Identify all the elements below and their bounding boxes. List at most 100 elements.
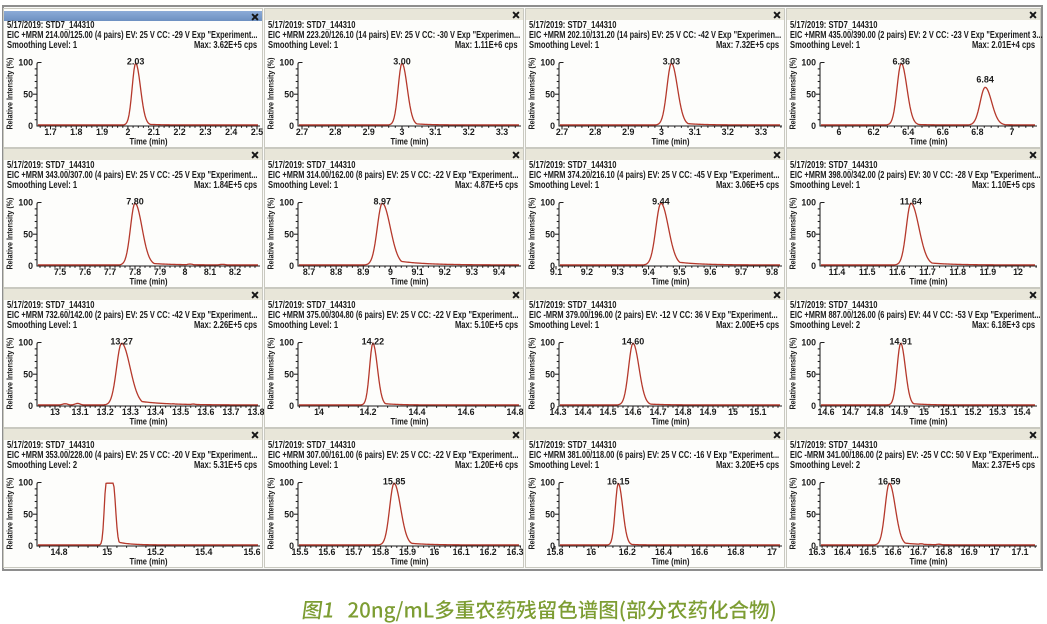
svg-text:6.36: 6.36	[893, 56, 911, 66]
svg-text:6.84: 6.84	[976, 74, 994, 84]
svg-text:7.7: 7.7	[104, 267, 116, 277]
svg-text:Relative Intensity (%): Relative Intensity (%)	[266, 197, 276, 269]
svg-text:6.2: 6.2	[867, 127, 879, 137]
svg-text:Time (min): Time (min)	[652, 136, 690, 146]
svg-text:14.91: 14.91	[889, 336, 912, 346]
svg-text:100: 100	[540, 338, 555, 348]
svg-text:14.4: 14.4	[408, 407, 425, 417]
svg-text:Time (min): Time (min)	[910, 276, 948, 286]
svg-text:3.3: 3.3	[755, 127, 767, 137]
svg-text:9.5: 9.5	[673, 267, 685, 277]
svg-text:12: 12	[1013, 267, 1023, 277]
svg-text:8.2: 8.2	[229, 267, 241, 277]
svg-text:16.7: 16.7	[910, 547, 927, 557]
svg-text:9.4: 9.4	[493, 267, 505, 277]
svg-text:8: 8	[183, 267, 188, 277]
svg-text:15.1: 15.1	[749, 407, 766, 417]
svg-text:11.7: 11.7	[919, 267, 936, 277]
svg-text:14.8: 14.8	[506, 407, 523, 417]
svg-text:15.85: 15.85	[383, 476, 406, 486]
svg-text:Relative Intensity (%): Relative Intensity (%)	[5, 477, 15, 549]
svg-text:Relative Intensity (%): Relative Intensity (%)	[527, 477, 537, 549]
svg-text:3.2: 3.2	[463, 127, 475, 137]
svg-text:1.8: 1.8	[70, 127, 82, 137]
svg-text:0: 0	[289, 541, 294, 551]
svg-text:16.3: 16.3	[506, 547, 523, 557]
svg-text:13: 13	[50, 407, 60, 417]
svg-text:7.9: 7.9	[154, 267, 166, 277]
svg-text:50: 50	[806, 510, 816, 520]
svg-text:9.2: 9.2	[439, 267, 451, 277]
svg-text:9.3: 9.3	[612, 267, 624, 277]
svg-text:17: 17	[990, 547, 1000, 557]
svg-text:50: 50	[545, 90, 555, 100]
svg-text:15.4: 15.4	[1013, 407, 1030, 417]
svg-text:8.97: 8.97	[374, 196, 392, 206]
svg-text:17: 17	[767, 547, 777, 557]
svg-text:15.8: 15.8	[372, 547, 389, 557]
svg-text:Time (min): Time (min)	[130, 136, 168, 146]
svg-text:50: 50	[284, 230, 294, 240]
svg-text:7.8: 7.8	[129, 267, 141, 277]
svg-text:13.5: 13.5	[172, 407, 189, 417]
svg-text:11.64: 11.64	[900, 196, 922, 206]
svg-text:3: 3	[400, 127, 405, 137]
svg-text:3.3: 3.3	[496, 127, 508, 137]
svg-text:2.7: 2.7	[556, 127, 568, 137]
svg-text:9.1: 9.1	[550, 267, 562, 277]
svg-text:1.9: 1.9	[96, 127, 108, 137]
svg-text:Relative Intensity (%): Relative Intensity (%)	[788, 197, 798, 269]
svg-text:100: 100	[279, 478, 294, 488]
svg-text:14.9: 14.9	[699, 407, 716, 417]
svg-text:0: 0	[811, 401, 816, 411]
svg-text:Relative Intensity (%): Relative Intensity (%)	[788, 57, 798, 129]
svg-text:Time (min): Time (min)	[652, 276, 690, 286]
svg-text:16.1: 16.1	[453, 547, 470, 557]
svg-text:0: 0	[28, 261, 33, 271]
svg-text:100: 100	[18, 338, 33, 348]
svg-text:16.6: 16.6	[885, 547, 902, 557]
svg-text:0: 0	[550, 121, 555, 131]
svg-text:50: 50	[23, 90, 33, 100]
svg-text:13.8: 13.8	[247, 407, 264, 417]
svg-text:0: 0	[811, 261, 816, 271]
svg-text:14.7: 14.7	[842, 407, 859, 417]
svg-text:0: 0	[811, 541, 816, 551]
svg-text:8.1: 8.1	[204, 267, 216, 277]
svg-text:14.2: 14.2	[359, 407, 376, 417]
svg-text:14.22: 14.22	[362, 336, 385, 346]
svg-text:16.4: 16.4	[655, 547, 672, 557]
svg-text:15.4: 15.4	[195, 547, 212, 557]
svg-text:0: 0	[28, 401, 33, 411]
svg-text:14.6: 14.6	[457, 407, 474, 417]
svg-text:11.9: 11.9	[979, 267, 996, 277]
svg-text:2.4: 2.4	[225, 127, 237, 137]
svg-text:50: 50	[806, 230, 816, 240]
svg-text:100: 100	[540, 478, 555, 488]
svg-text:3.00: 3.00	[393, 56, 411, 66]
svg-text:2.9: 2.9	[622, 127, 634, 137]
svg-text:2.2: 2.2	[173, 127, 185, 137]
svg-text:9: 9	[388, 267, 393, 277]
svg-text:100: 100	[801, 478, 816, 488]
svg-text:9.3: 9.3	[466, 267, 478, 277]
svg-text:50: 50	[284, 370, 294, 380]
svg-text:11.6: 11.6	[889, 267, 906, 277]
svg-text:Relative Intensity (%): Relative Intensity (%)	[266, 337, 276, 409]
svg-text:16: 16	[430, 547, 440, 557]
svg-text:16.15: 16.15	[607, 476, 630, 486]
svg-text:Relative Intensity (%): Relative Intensity (%)	[527, 57, 537, 129]
svg-text:7: 7	[1010, 127, 1015, 137]
svg-text:Relative Intensity (%): Relative Intensity (%)	[5, 197, 15, 269]
svg-text:Time (min): Time (min)	[652, 556, 690, 566]
svg-text:Relative Intensity (%): Relative Intensity (%)	[5, 57, 15, 129]
svg-text:Relative Intensity (%): Relative Intensity (%)	[527, 197, 537, 269]
svg-text:15.5: 15.5	[291, 547, 308, 557]
svg-text:Time (min): Time (min)	[391, 556, 429, 566]
svg-text:16.6: 16.6	[691, 547, 708, 557]
svg-text:50: 50	[545, 510, 555, 520]
svg-text:2.9: 2.9	[363, 127, 375, 137]
svg-text:0: 0	[289, 401, 294, 411]
svg-text:2.1: 2.1	[148, 127, 160, 137]
svg-text:13.3: 13.3	[122, 407, 139, 417]
